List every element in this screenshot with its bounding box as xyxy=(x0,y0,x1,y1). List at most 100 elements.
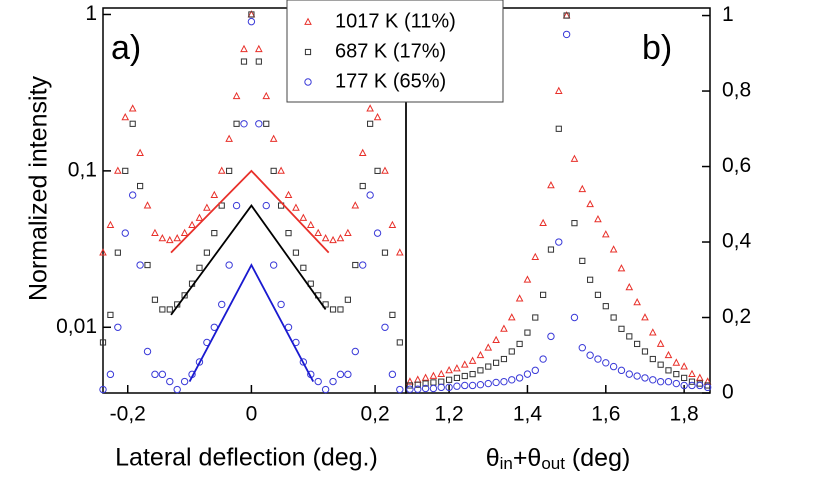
point xyxy=(641,313,649,321)
legend-label: 177 K (65%) xyxy=(335,70,446,92)
point xyxy=(695,373,704,381)
point xyxy=(262,91,271,100)
label-part: out xyxy=(541,454,565,473)
point xyxy=(437,383,445,392)
point xyxy=(248,11,255,18)
x-tick-label: 1,2 xyxy=(434,403,463,426)
point xyxy=(468,356,477,364)
point xyxy=(159,306,166,313)
panel: 1,2 1,4 1,6 1,8 0 0,2 0,4 0,6 0,8 1 b) θin+θout (de… xyxy=(405,3,752,473)
point xyxy=(664,377,673,386)
point xyxy=(373,229,382,237)
fit-line xyxy=(188,263,315,382)
point xyxy=(225,261,233,269)
point xyxy=(210,190,219,199)
point xyxy=(344,370,352,379)
point xyxy=(453,382,461,390)
point xyxy=(430,379,437,386)
point xyxy=(445,383,453,392)
point xyxy=(508,348,515,355)
plot-frame xyxy=(405,7,711,394)
point xyxy=(461,381,469,390)
legend-box xyxy=(286,0,504,103)
point xyxy=(406,382,414,389)
point xyxy=(406,377,414,385)
point xyxy=(664,350,673,359)
point xyxy=(422,380,429,387)
point xyxy=(688,378,696,385)
point xyxy=(166,377,174,386)
point xyxy=(609,362,618,371)
point xyxy=(601,230,610,238)
point xyxy=(539,355,547,363)
point xyxy=(547,332,555,341)
point xyxy=(285,230,292,237)
point xyxy=(618,325,625,332)
point xyxy=(181,292,188,299)
fit-line xyxy=(170,204,327,316)
point xyxy=(359,261,367,269)
point xyxy=(195,358,204,366)
point xyxy=(649,355,656,363)
point xyxy=(173,234,182,242)
point xyxy=(389,311,396,318)
point xyxy=(500,377,508,386)
point xyxy=(151,228,159,237)
point xyxy=(136,148,144,156)
point xyxy=(515,374,524,382)
point xyxy=(484,343,493,351)
point xyxy=(180,377,189,386)
point xyxy=(395,248,404,256)
point xyxy=(129,120,136,127)
point xyxy=(121,229,129,237)
point xyxy=(269,261,278,269)
point xyxy=(657,361,664,368)
point xyxy=(484,379,492,388)
point xyxy=(128,104,137,112)
point xyxy=(485,363,492,370)
point xyxy=(492,378,500,387)
point xyxy=(492,335,500,344)
point xyxy=(500,355,508,363)
point xyxy=(381,249,389,256)
point xyxy=(396,385,404,394)
point xyxy=(114,323,122,331)
point xyxy=(579,257,586,264)
point xyxy=(143,347,152,356)
point xyxy=(137,182,144,190)
point xyxy=(523,370,532,378)
point xyxy=(531,252,540,261)
point xyxy=(99,339,107,346)
point xyxy=(555,125,562,132)
point xyxy=(453,374,461,382)
point xyxy=(540,291,547,298)
point xyxy=(609,245,618,253)
point xyxy=(633,298,641,306)
point xyxy=(388,220,397,229)
point xyxy=(329,377,337,386)
point xyxy=(173,385,181,394)
point xyxy=(516,340,523,348)
point xyxy=(121,112,130,121)
point xyxy=(107,311,114,318)
point xyxy=(508,376,516,384)
point xyxy=(602,359,610,367)
point xyxy=(344,228,352,237)
point xyxy=(106,370,115,379)
point xyxy=(373,112,382,121)
point xyxy=(469,371,476,378)
point xyxy=(396,339,403,346)
x-tick-label: 0 xyxy=(246,403,258,426)
y-tick-label: 1 xyxy=(85,2,97,25)
fit-line xyxy=(170,169,330,254)
point xyxy=(587,276,594,283)
x-tick-label: 0,2 xyxy=(360,403,389,426)
point xyxy=(122,167,129,174)
point xyxy=(523,275,532,283)
point xyxy=(114,249,121,256)
point xyxy=(656,377,665,386)
legend-marker xyxy=(304,17,312,25)
point xyxy=(617,264,626,272)
label-part: +θ xyxy=(513,444,542,472)
point xyxy=(531,366,539,375)
